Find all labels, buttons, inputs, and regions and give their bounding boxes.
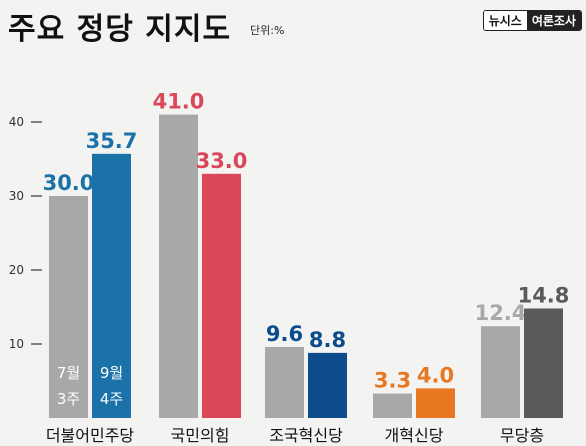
y-tick-label: 10 [9, 337, 24, 351]
y-tick-label: 40 [9, 115, 24, 129]
y-tick-label: 30 [9, 189, 24, 203]
bar [308, 352, 347, 418]
bar [416, 388, 455, 418]
bar [92, 153, 131, 418]
y-tick-label: 20 [9, 263, 24, 277]
bar-value-label: 3.3 [374, 369, 411, 393]
bar [373, 393, 412, 418]
category-label: 무당층 [500, 426, 544, 445]
bar [159, 114, 198, 418]
period-label: 4주 [100, 390, 123, 408]
bar-value-label: 4.0 [417, 363, 454, 387]
brand-name: 뉴시스 [483, 11, 527, 30]
bar-value-label: 14.8 [518, 283, 570, 307]
period-label: 7월 [57, 364, 80, 382]
category-label: 개혁신당 [385, 426, 444, 445]
period-label: 9월 [100, 364, 123, 382]
chart-title: 주요 정당 지지도 [8, 12, 232, 47]
period-label: 3주 [57, 390, 80, 408]
brand-badge: 뉴시스 여론조사 [482, 10, 582, 31]
bar-value-label: 8.8 [309, 328, 346, 352]
bar [481, 326, 520, 418]
category-label: 조국혁신당 [269, 426, 343, 445]
bar-value-label: 33.0 [196, 149, 248, 173]
bar-value-label: 35.7 [86, 129, 138, 153]
bar [524, 308, 563, 418]
brand-tag: 여론조사 [526, 11, 581, 30]
bar-value-label: 30.0 [43, 171, 95, 195]
category-label: 국민의힘 [171, 426, 230, 445]
bar [265, 346, 304, 418]
unit-label: 단위:% [250, 24, 285, 37]
bar [202, 173, 241, 418]
bar [49, 196, 88, 418]
bar-value-label: 41.0 [153, 90, 205, 114]
category-label: 더불어민주당 [46, 426, 135, 445]
bar-value-label: 12.4 [475, 301, 527, 325]
bar-value-label: 9.6 [266, 322, 303, 346]
